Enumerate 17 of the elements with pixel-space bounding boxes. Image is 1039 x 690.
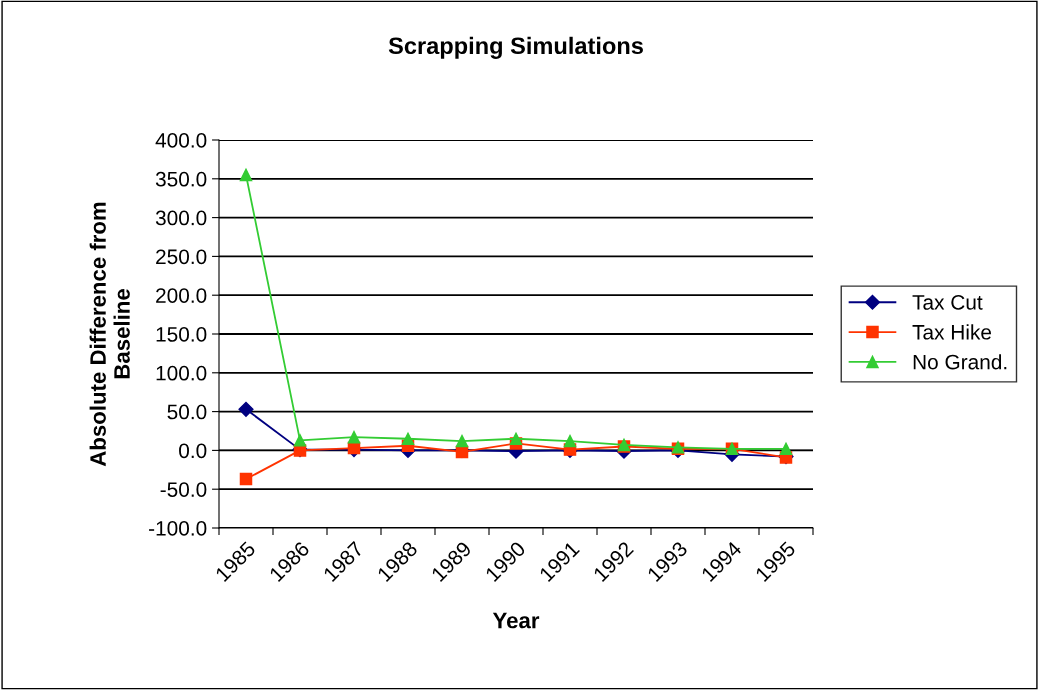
y-tick-label: 250.0 bbox=[156, 249, 207, 265]
legend-label: No Grand. bbox=[913, 354, 1007, 370]
legend-label: Tax Hike bbox=[912, 324, 992, 340]
y-axis-title: Absolute Difference from Baseline bbox=[89, 202, 130, 467]
y-tick-label: 150.0 bbox=[156, 327, 207, 342]
y-tick-label: 200.0 bbox=[156, 288, 207, 303]
y-tick-label: 50.0 bbox=[167, 404, 207, 420]
y-tick-label: -50.0 bbox=[160, 482, 207, 497]
y-tick-label: -100.0 bbox=[149, 521, 207, 536]
x-axis-title: Year bbox=[492, 612, 540, 629]
y-tick-label: 300.0 bbox=[155, 210, 207, 226]
y-tick-label: 100.0 bbox=[156, 365, 207, 381]
y-tick-label: 350.0 bbox=[155, 171, 207, 187]
legend-label: Tax Cut bbox=[912, 295, 983, 310]
chart-title: Scrapping Simulations bbox=[388, 36, 643, 59]
y-tick-label: 400.0 bbox=[155, 133, 207, 148]
y-tick-label: 0.0 bbox=[179, 443, 207, 459]
